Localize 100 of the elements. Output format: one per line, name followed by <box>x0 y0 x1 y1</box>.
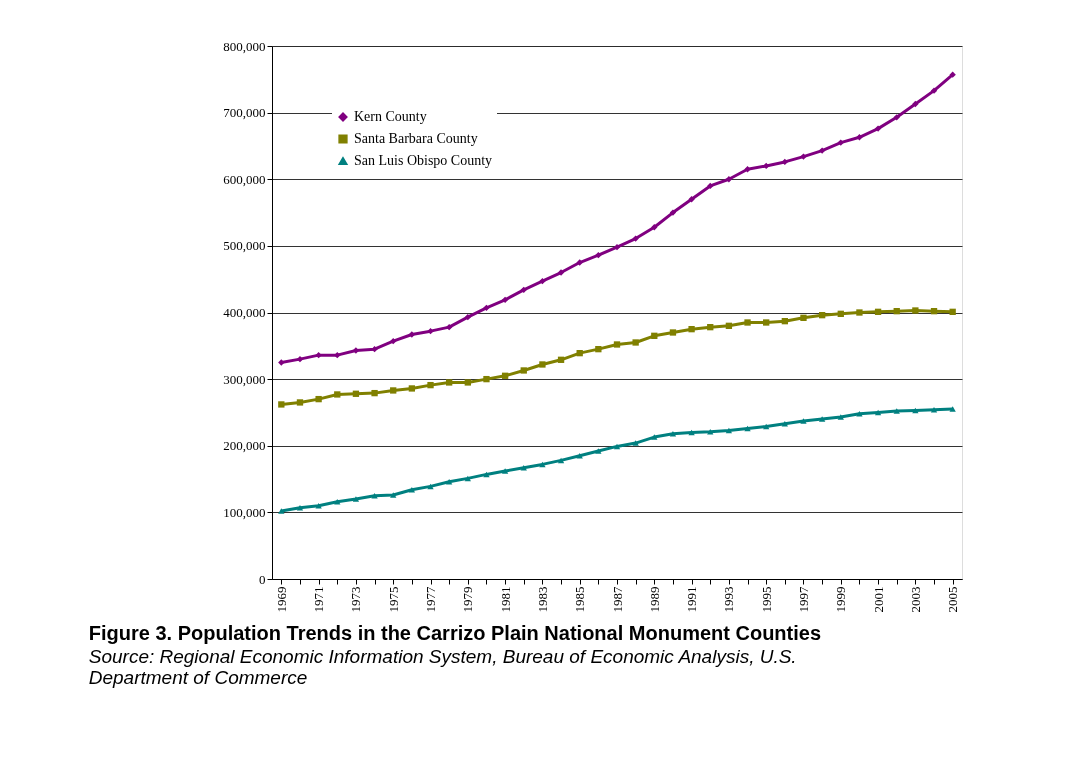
point <box>501 296 509 303</box>
point <box>781 318 788 325</box>
point <box>856 411 863 417</box>
point <box>651 332 658 339</box>
x-tick-label: 1977 <box>423 586 439 613</box>
point <box>464 379 471 386</box>
point <box>501 468 509 474</box>
point <box>781 158 788 166</box>
point <box>800 314 807 321</box>
point <box>446 379 453 386</box>
x-tick-label: 2001 <box>870 586 886 613</box>
point <box>371 389 378 397</box>
point <box>949 308 956 315</box>
point <box>427 381 434 389</box>
point <box>930 308 938 315</box>
point <box>818 147 826 154</box>
point <box>390 337 397 345</box>
point <box>539 278 546 285</box>
x-tick-label: 1995 <box>758 586 774 613</box>
point <box>837 414 844 420</box>
point <box>763 319 770 326</box>
point <box>390 387 397 394</box>
x-tick-label: 1981 <box>497 586 513 613</box>
y-tick-label: 600,000 <box>223 171 266 187</box>
point <box>781 421 788 427</box>
x-tick-label: 1971 <box>311 586 327 613</box>
point <box>837 310 844 317</box>
point <box>837 139 844 146</box>
point <box>688 325 695 333</box>
point <box>800 418 807 424</box>
point <box>725 176 733 183</box>
point <box>744 319 751 326</box>
point <box>408 385 416 392</box>
point <box>352 390 360 397</box>
point <box>632 235 639 242</box>
point <box>856 134 863 141</box>
point <box>707 324 714 331</box>
point <box>930 407 938 413</box>
x-tick-label: 1979 <box>460 586 476 613</box>
y-tick-label: 700,000 <box>223 105 266 121</box>
point <box>688 196 695 203</box>
point <box>744 166 751 173</box>
point <box>595 448 602 454</box>
point <box>315 351 322 359</box>
x-tick-label: 1991 <box>684 586 700 613</box>
y-tick-label: 500,000 <box>223 238 266 254</box>
point <box>763 423 770 430</box>
point <box>595 252 602 259</box>
point <box>334 391 341 398</box>
x-tick-label: 2003 <box>907 586 923 613</box>
point <box>539 361 546 368</box>
x-tick-label: 1983 <box>534 586 550 613</box>
y-tick-label: 100,000 <box>223 504 266 520</box>
point <box>557 269 565 276</box>
point <box>763 162 770 170</box>
point <box>800 153 807 160</box>
point <box>352 496 360 502</box>
y-tick-label: 200,000 <box>223 438 266 454</box>
x-tick-label: 1993 <box>721 586 737 613</box>
point <box>912 407 919 414</box>
point <box>725 427 733 434</box>
y-tick-label: 300,000 <box>223 371 266 387</box>
point <box>520 286 527 294</box>
point <box>669 329 677 336</box>
point <box>725 322 733 329</box>
legend-label: San Luis Obispo County <box>354 153 493 168</box>
point <box>483 375 490 383</box>
x-tick-label: 1973 <box>348 586 364 613</box>
point <box>576 259 583 266</box>
point <box>595 345 602 353</box>
point <box>912 307 919 314</box>
y-tick-label: 400,000 <box>223 305 266 320</box>
point <box>893 408 900 414</box>
legend-label: Kern County <box>354 109 427 124</box>
point <box>390 492 397 498</box>
point <box>949 71 956 78</box>
point <box>893 308 900 315</box>
point <box>930 87 938 94</box>
point <box>557 457 565 464</box>
point <box>818 416 826 422</box>
x-tick-label: 1987 <box>609 586 625 613</box>
point <box>949 406 956 412</box>
point <box>912 100 919 108</box>
x-tick-label: 1999 <box>833 586 849 613</box>
point <box>539 461 546 468</box>
point <box>334 351 341 359</box>
point <box>446 324 453 331</box>
point <box>874 409 882 416</box>
point <box>520 367 527 374</box>
point <box>707 182 714 190</box>
point <box>408 331 416 338</box>
point <box>669 209 677 216</box>
point <box>874 125 882 132</box>
point <box>371 345 378 353</box>
point <box>818 312 826 319</box>
point <box>483 471 490 478</box>
point <box>613 244 621 251</box>
x-tick-label: 2005 <box>945 586 961 613</box>
point <box>278 508 285 514</box>
point <box>427 327 434 335</box>
